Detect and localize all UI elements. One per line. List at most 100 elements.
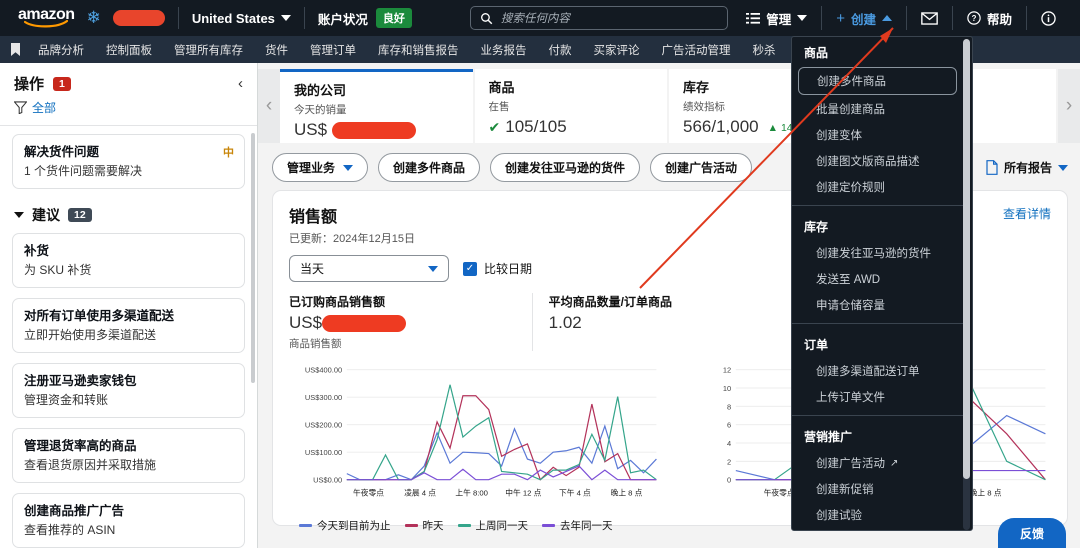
sales-panel-detail-link[interactable]: 查看详情 [1002, 207, 1051, 221]
svg-text:6: 6 [727, 421, 731, 430]
recommendation-card[interactable]: 补货为 SKU 补货 [12, 233, 245, 288]
account-health[interactable]: 账户状况 良好 [318, 8, 412, 28]
chevron-up-icon [881, 15, 892, 21]
dropdown-item-label: 创建广告活动 [816, 458, 885, 470]
checkbox-checked-icon: ✓ [463, 261, 477, 276]
dropdown-item[interactable]: 创建试验 [792, 502, 963, 528]
snowflake-icon: ❄ [86, 8, 101, 27]
dropdown-item[interactable]: 创建图文版商品描述 [792, 148, 963, 174]
all-reports-button[interactable]: 所有报告 [986, 159, 1068, 176]
dropdown-item[interactable]: 创建广告活动 ↗ [792, 450, 963, 476]
sidebar-filter[interactable]: 全部 [0, 96, 257, 125]
amazon-smile-icon [24, 20, 69, 28]
recommendation-card[interactable]: 创建商品推广广告 查看推荐的 ASIN [12, 493, 245, 548]
kpi-card-1[interactable]: 商品 在售 ✔ 105/105 [474, 69, 667, 143]
quick-action-pill-3[interactable]: 创建广告活动 [650, 153, 753, 182]
divider [1026, 6, 1027, 30]
dropdown-item[interactable]: 创建定价规则 [792, 174, 963, 200]
nav-item-1[interactable]: 控制面板 [106, 44, 152, 57]
svg-text:US$200.00: US$200.00 [305, 421, 342, 430]
action-card[interactable]: 解决货件问题 1 个货件问题需要解决 中 [12, 134, 245, 189]
sidebar-recommendations-header[interactable]: 建议 12 [12, 199, 245, 233]
redacted-store-name [112, 10, 165, 26]
sidebar-scrollbar[interactable] [251, 133, 255, 383]
date-range-select[interactable]: 当天 [289, 255, 449, 282]
metric-value-row: 1.02 [549, 313, 778, 333]
dropdown-item[interactable]: 批量创建商品 [792, 96, 963, 122]
compare-dates-checkbox[interactable]: ✓ 比较日期 [463, 260, 532, 277]
info-icon [1041, 10, 1056, 26]
nav-item-4[interactable]: 管理订单 [310, 44, 356, 57]
manage-menu-button[interactable]: 管理 [732, 9, 821, 28]
nav-item-3[interactable]: 货件 [265, 44, 288, 57]
recommendation-subtitle: 为 SKU 补货 [24, 263, 92, 277]
legend-label: 昨天 [422, 520, 444, 532]
recommendation-title: 创建商品推广广告 [24, 504, 125, 518]
sidebar-header: 操作 1 ‹ [0, 63, 257, 96]
redacted-value [332, 121, 417, 139]
dropdown-item[interactable]: 申请仓储容量 [792, 292, 963, 318]
quick-action-pill-2[interactable]: 创建发往亚马逊的货件 [490, 153, 641, 182]
date-range-value: 当天 [300, 262, 325, 276]
create-menu-button[interactable]: + 创建 [822, 9, 906, 28]
recommendation-title: 对所有订单使用多渠道配送 [24, 309, 175, 323]
nav-item-0[interactable]: 品牌分析 [38, 44, 84, 57]
svg-text:US$100.00: US$100.00 [305, 448, 342, 457]
document-icon [986, 160, 998, 175]
kpi-card-0[interactable]: 我的公司 今天的销量 US$ [280, 69, 473, 143]
divider [792, 415, 963, 416]
country-selector[interactable]: United States [192, 11, 291, 26]
dropdown-group-label: 营销推广 [804, 430, 853, 444]
recommendation-card[interactable]: 对所有订单使用多渠道配送 立即开始使用多渠道配送 [12, 298, 245, 353]
sidebar-filter-all-link[interactable]: 全部 [32, 101, 57, 115]
divider [0, 125, 257, 126]
feedback-button[interactable]: 反馈 [997, 518, 1066, 548]
kpi-prev-button[interactable]: ‹ [258, 69, 280, 143]
dropdown-item-label: 创建新促销 [816, 484, 874, 496]
info-button[interactable] [1027, 10, 1070, 26]
nav-item-9[interactable]: 广告活动管理 [661, 44, 731, 57]
kpi-next-button[interactable]: › [1058, 69, 1080, 143]
action-card-subtitle: 1 个货件问题需要解决 [24, 164, 143, 178]
dropdown-item-label: 上传订单文件 [816, 392, 885, 404]
dropdown-item[interactable]: 上传订单文件 [792, 384, 963, 410]
recommendation-title: 注册亚马逊卖家钱包 [24, 374, 137, 388]
chevron-down-icon [280, 15, 291, 21]
dropdown-item[interactable]: 创建发往亚马逊的货件 [792, 240, 963, 266]
nav-item-6[interactable]: 业务报告 [480, 44, 527, 57]
help-button[interactable]: ? 帮助 [953, 9, 1026, 28]
dropdown-scrollbar-thumb[interactable] [963, 39, 970, 479]
dropdown-item-label: 发送至 AWD [816, 274, 881, 286]
nav-item-8[interactable]: 买家评论 [593, 44, 640, 57]
dropdown-item[interactable]: 发送至 AWD [792, 266, 963, 292]
check-circle-icon: ✔ [488, 118, 501, 135]
recommendation-card[interactable]: 注册亚马逊卖家钱包 管理资金和转账 [12, 363, 245, 418]
mail-button[interactable] [907, 11, 952, 25]
quick-action-pill-0[interactable]: 管理业务 [272, 153, 369, 182]
divider [177, 7, 179, 29]
dropdown-item[interactable]: 创建多渠道配送订单 [792, 358, 963, 384]
dropdown-item[interactable]: 创建多件商品 [798, 67, 957, 95]
dropdown-item[interactable]: 创建新促销 [792, 476, 963, 502]
nav-item-10[interactable]: 秒杀 [752, 44, 776, 57]
search-input[interactable]: 搜索任何内容 [469, 6, 728, 30]
nav-item-2[interactable]: 管理所有库存 [174, 44, 243, 57]
svg-text:8: 8 [727, 402, 731, 411]
sidebar-collapse-icon[interactable]: ‹ [238, 75, 243, 92]
list-icon [746, 12, 761, 24]
nav-item-5[interactable]: 库存和销售报告 [378, 44, 459, 57]
quick-action-pill-1[interactable]: 创建多件商品 [378, 153, 481, 182]
amazon-logo[interactable]: amazon [18, 7, 75, 28]
chevron-down-icon [797, 15, 808, 21]
all-reports-label: 所有报告 [1003, 161, 1052, 175]
dropdown-item-label: 创建定价规则 [816, 182, 885, 194]
recommendation-card[interactable]: 管理退货率高的商品 查看退货原因并采取措施 [12, 428, 245, 483]
bookmark-icon[interactable] [10, 42, 21, 57]
nav-item-7[interactable]: 付款 [548, 44, 572, 57]
dropdown-item[interactable]: 创建新优惠券 [792, 528, 963, 530]
dropdown-item-label: 创建试验 [816, 510, 862, 522]
pill-label: 管理业务 [287, 161, 336, 175]
help-icon: ? [967, 11, 981, 25]
dropdown-item[interactable]: 创建变体 [792, 122, 963, 148]
redacted-value [322, 315, 407, 333]
